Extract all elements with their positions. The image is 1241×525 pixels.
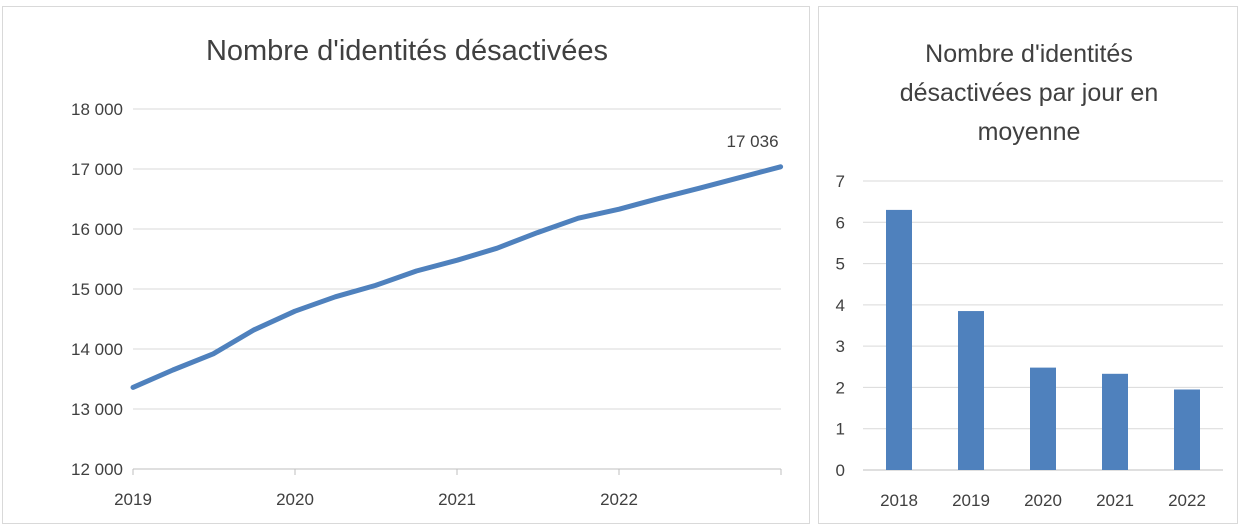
bar-chart-title-line-2: désactivées par jour en: [899, 79, 1159, 107]
bar-chart-title: Nombre d'identités désactivées par jour …: [819, 35, 1239, 152]
y-tick-label: 14 000: [71, 340, 123, 359]
x-tick-label: 2021: [1096, 491, 1134, 510]
y-tick-label: 18 000: [71, 100, 123, 119]
y-tick-label: 13 000: [71, 400, 123, 419]
y-tick-label: 17 000: [71, 160, 123, 179]
bar-chart: 0 1 2 3 4 5 6 7 2018 2019 2020 2021 2022: [836, 172, 1223, 510]
bar-chart-title-line-3: moyenne: [977, 118, 1081, 146]
x-tick-label: 2022: [1168, 491, 1206, 510]
bar: [886, 209, 912, 470]
bar: [958, 311, 984, 470]
y-tick-label: 3: [836, 337, 845, 356]
data-label: 17 036: [727, 132, 779, 151]
line-chart-panel: Nombre d'identités désactivées 12 000 13 …: [2, 6, 810, 524]
series-line: [130, 164, 784, 390]
x-tick-label: 2019: [952, 491, 990, 510]
x-tick-label: 2021: [438, 490, 476, 509]
x-tick-label: 2022: [600, 490, 638, 509]
y-tick-label: 7: [836, 172, 845, 191]
bar: [1102, 373, 1128, 470]
y-tick-label: 16 000: [71, 220, 123, 239]
y-tick-label: 2: [836, 378, 845, 397]
bar: [1174, 389, 1200, 470]
y-tick-label: 6: [836, 213, 845, 232]
bar-chart-title-line-1: Nombre d'identités: [925, 40, 1133, 68]
y-tick-label: 4: [836, 296, 845, 315]
x-tick-label: 2020: [1024, 491, 1062, 510]
line-chart: 12 000 13 000 14 000 15 000 16 000 17 000 18 0…: [71, 100, 784, 509]
bar-chart-panel: Nombre d'identités désactivées par jour …: [818, 6, 1238, 524]
y-tick-label: 0: [836, 461, 845, 480]
x-tick-label: 2019: [114, 490, 152, 509]
y-tick-label: 12 000: [71, 460, 123, 479]
y-tick-label: 5: [836, 255, 845, 274]
x-tick-label: 2020: [276, 490, 314, 509]
y-tick-label: 15 000: [71, 280, 123, 299]
y-tick-label: 1: [836, 420, 845, 439]
line-chart-title: Nombre d'identités désactivées: [205, 35, 609, 67]
x-tick-label: 2018: [880, 491, 918, 510]
bar: [1030, 367, 1056, 470]
